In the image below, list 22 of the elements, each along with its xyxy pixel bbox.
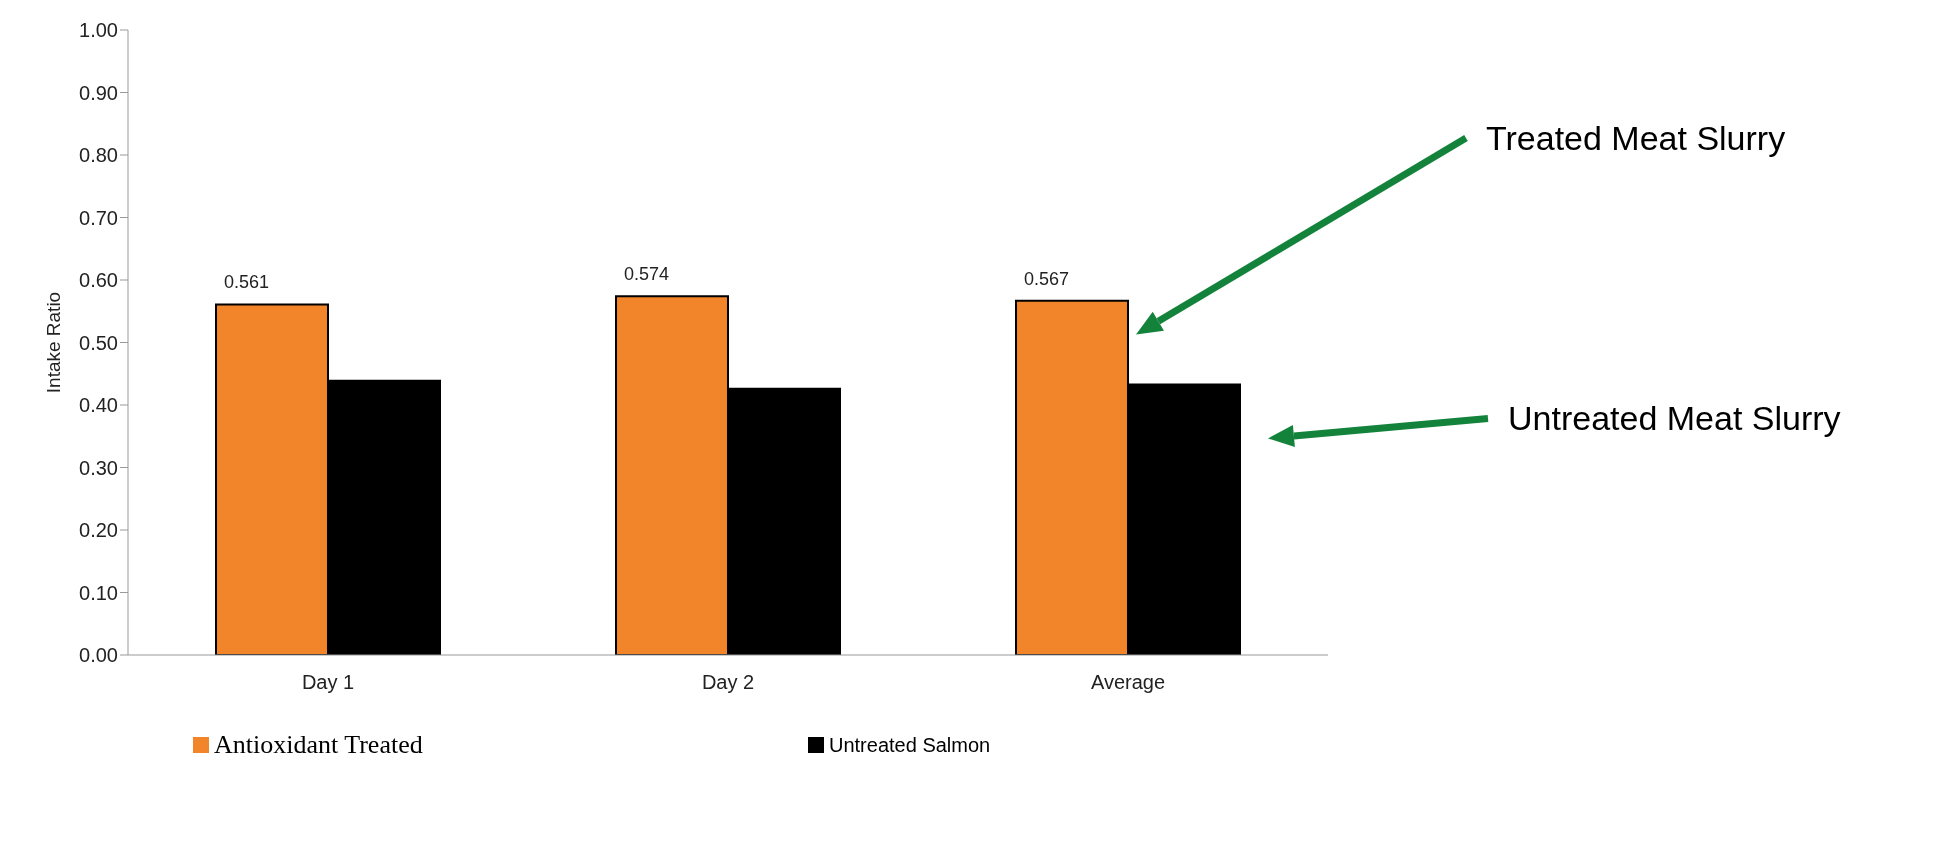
data-label: 0.574 (624, 264, 670, 285)
text: 0.90 (79, 81, 118, 104)
text: 0.10 (79, 581, 118, 604)
text: 0.30 (79, 456, 118, 479)
text: Treated Meat Slurry (1486, 119, 1786, 157)
legend-label: Untreated Salmon (829, 733, 991, 757)
text: 0.20 (79, 519, 118, 542)
text: 0.70 (79, 206, 118, 229)
text: 1.00 (79, 19, 118, 42)
x-tick-label: Average (1090, 671, 1166, 694)
x-tick-label: Day 1 (301, 671, 355, 694)
y-axis-title: Intake Ratio (42, 291, 64, 394)
text: 0.00 (79, 644, 118, 667)
text: 0.50 (79, 331, 118, 354)
text: 0.40 (79, 394, 118, 417)
text: 0.60 (79, 269, 118, 292)
text: Untreated Meat Slurry (1508, 399, 1841, 438)
data-label: 0.561 (224, 272, 270, 293)
x-tick-label: Day 2 (701, 671, 755, 694)
data-label: 0.567 (1024, 268, 1070, 289)
legend-label: Antioxidant Treated (214, 730, 423, 760)
text: 0.80 (79, 144, 118, 167)
